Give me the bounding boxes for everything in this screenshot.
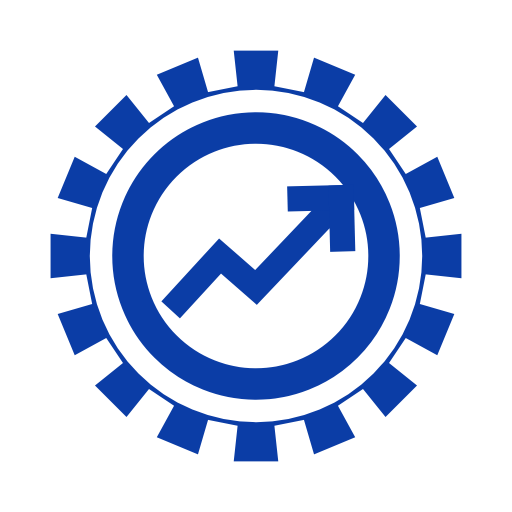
gear-growth-svg (26, 26, 486, 486)
trend-line (171, 198, 342, 310)
gear-growth-icon (0, 0, 512, 512)
gear-teeth (51, 51, 462, 462)
gear-hub-ring (128, 128, 384, 384)
